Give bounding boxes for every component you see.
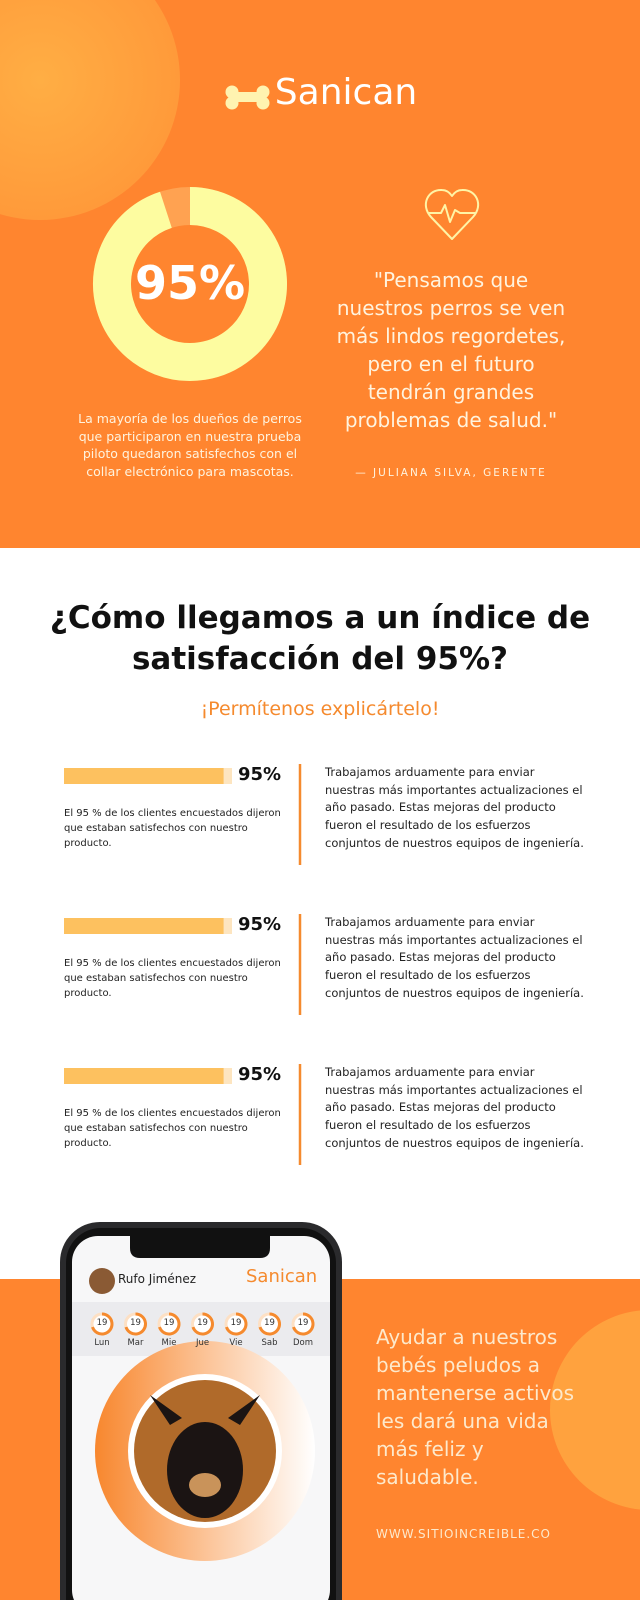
day-name: Jue — [195, 1338, 210, 1348]
day-date: 19 — [230, 1318, 242, 1328]
row-caption: El 95 % de los clientes encuestados dije… — [64, 808, 281, 849]
row-text: Trabajamos arduamente para enviar nuestr… — [325, 915, 584, 1000]
day-date: 19 — [297, 1318, 309, 1328]
day-ring — [225, 1312, 248, 1336]
day-ring — [258, 1312, 281, 1336]
day-ring — [191, 1312, 214, 1336]
day-name: Mie — [161, 1338, 177, 1348]
section-subtitle: ¡Permítenos explicártelo! — [200, 698, 440, 720]
row-text: Trabajamos arduamente para enviar nuestr… — [325, 765, 584, 850]
brand: Sanican — [274, 72, 418, 113]
percent-label: 95% — [238, 914, 282, 935]
heart-icon — [424, 188, 480, 240]
day-list — [90, 1312, 315, 1336]
user-name: Rufo Jiménez — [118, 1272, 197, 1286]
app-brand: Sanican — [246, 1266, 318, 1287]
phone-screen — [72, 1236, 330, 1600]
day-name: Dom — [292, 1338, 314, 1348]
row-caption: El 95 % de los clientes encuestados dije… — [64, 958, 281, 999]
day-ring — [91, 1312, 114, 1336]
day-ring — [158, 1312, 181, 1336]
percent-label: 95% — [238, 1064, 282, 1085]
donut-label: 95% — [134, 256, 246, 310]
decor-blob — [0, 0, 180, 220]
day-date: 19 — [163, 1318, 175, 1328]
decor-blob — [550, 1310, 640, 1510]
day-name: Lun — [94, 1338, 110, 1348]
day-date: 19 — [197, 1318, 208, 1328]
day-name: Vie — [229, 1338, 243, 1348]
section-title: ¿Cómo llegamos a un índice de satisfacci… — [49, 600, 591, 677]
footer-url[interactable]: WWW.SITIOINCREIBLE.CO — [376, 1527, 551, 1541]
day-ring — [292, 1312, 315, 1336]
bar-fill — [64, 768, 224, 784]
bone-logo — [225, 85, 270, 110]
row-text: Trabajamos arduamente para enviar nuestr… — [325, 1065, 584, 1150]
phone-notch — [130, 1236, 270, 1258]
day-ring — [124, 1312, 147, 1336]
bar-fill — [64, 918, 224, 934]
day-name: Sab — [261, 1338, 278, 1348]
footer-text: Ayudar a nuestros bebés peludos a manten… — [376, 1325, 574, 1489]
hero-description: La mayoría de los dueños de perros que p… — [78, 411, 302, 479]
row-caption: El 95 % de los clientes encuestados dije… — [64, 1108, 281, 1149]
percent-label: 95% — [238, 764, 282, 785]
day-date: 19 — [130, 1318, 141, 1328]
bar-fill — [64, 1068, 224, 1084]
day-date: 19 — [264, 1318, 275, 1328]
donut-arc — [93, 187, 287, 381]
quote: "Pensamos que nuestros perros se ven más… — [336, 268, 566, 432]
day-name: Mar — [127, 1338, 144, 1348]
attribution: — JULIANA SILVA, GERENTE — [355, 467, 547, 479]
day-date: 19 — [96, 1318, 108, 1328]
